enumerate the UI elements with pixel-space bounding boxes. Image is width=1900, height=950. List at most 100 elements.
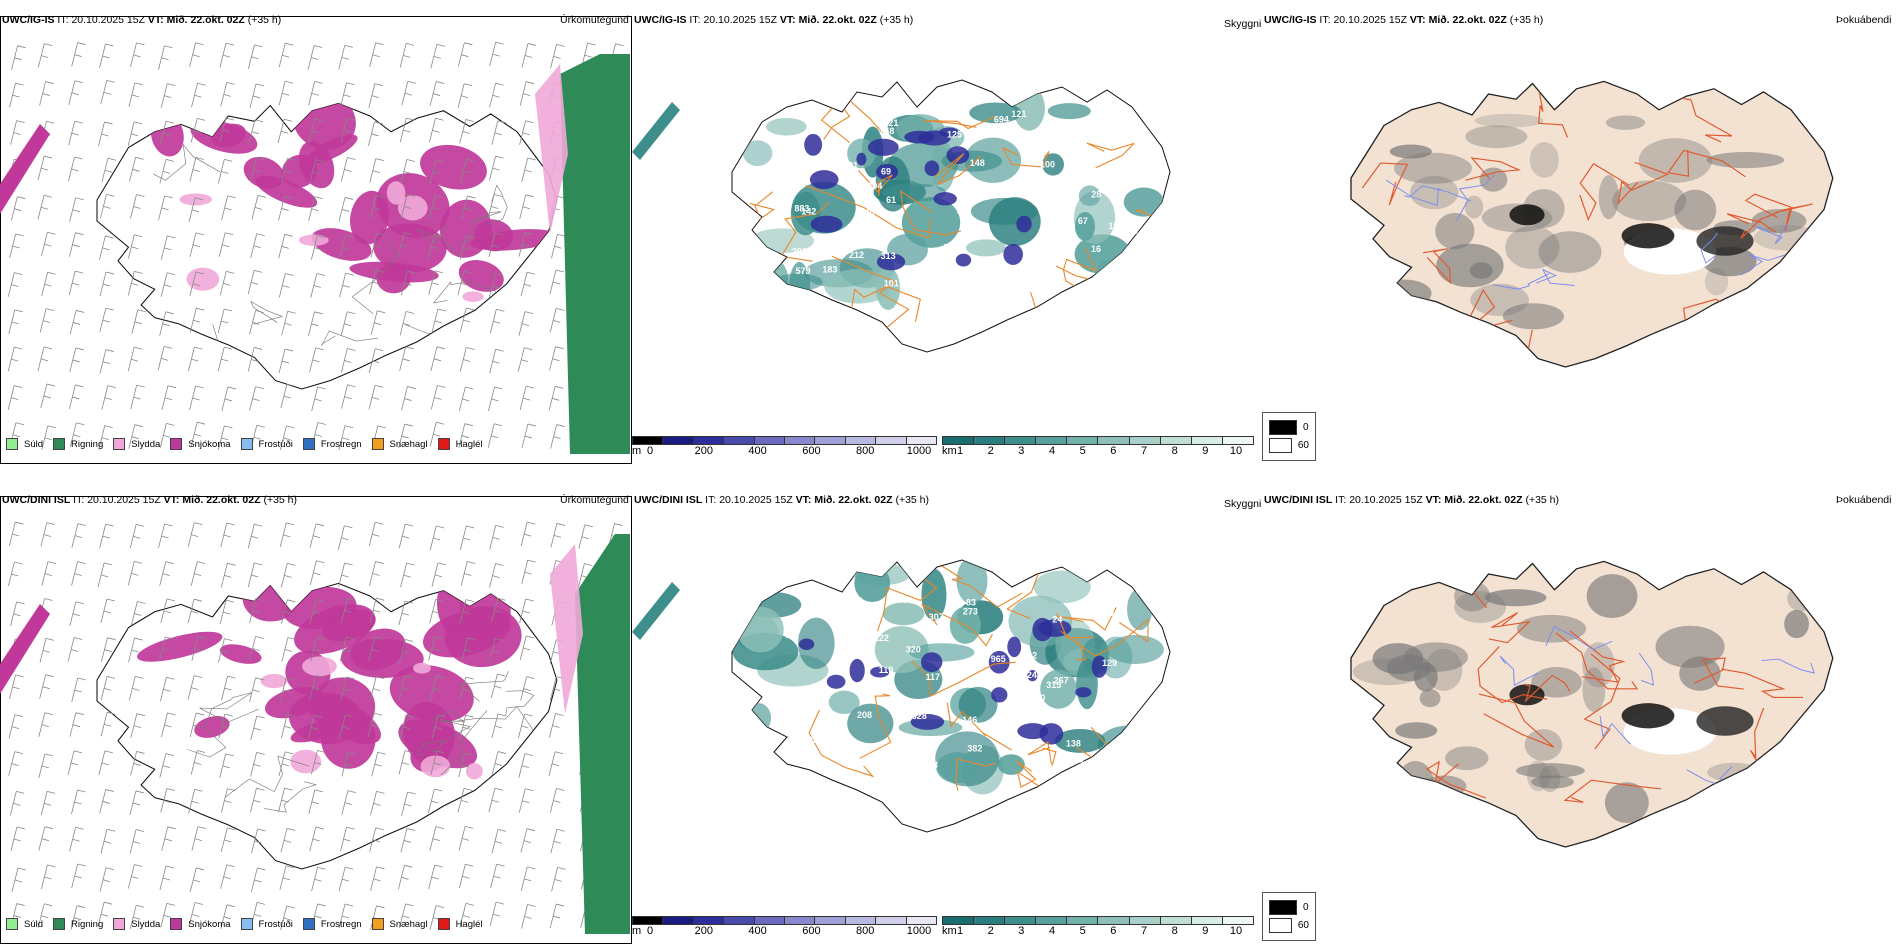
wind-barb [491, 120, 506, 145]
wind-barb [9, 790, 25, 816]
wind-barb [250, 787, 265, 813]
wind-barb [281, 637, 296, 662]
cloudbase-value-label: 67 [1078, 216, 1088, 226]
colorbar-tick-label: 7 [1140, 925, 1148, 937]
road-line [1001, 146, 1050, 168]
it-value: 20.10.2025 15Z [719, 494, 793, 506]
fog-legend-item: 60 [1269, 918, 1309, 933]
wind-barb [488, 386, 503, 412]
vt-value: Mið. 22.okt. 02Z [182, 494, 261, 506]
wind-barb [339, 272, 354, 298]
wind-barb [368, 637, 383, 662]
road-line [1617, 161, 1670, 206]
wind-barb [39, 308, 55, 333]
wind-barb [340, 157, 356, 182]
wind-barb [128, 637, 143, 663]
fog-patch [1371, 278, 1401, 320]
wind-barb [309, 599, 325, 624]
fog-legend-item: 0 [1269, 420, 1309, 435]
road-line [505, 690, 535, 716]
wind-barb [129, 790, 145, 816]
precip-map [0, 41, 630, 454]
snow-area [294, 604, 376, 655]
colorbar-tick-label: 200 [694, 925, 713, 937]
fog-patch [1753, 760, 1825, 792]
cloudbase-value-label: 528 [912, 711, 927, 721]
wind-barb [398, 750, 414, 775]
wind-barb [279, 522, 295, 548]
fog-patch [1529, 142, 1559, 178]
road-line [921, 603, 993, 647]
wind-barb [100, 79, 115, 105]
road-line [224, 755, 310, 798]
wind-barb [69, 310, 85, 335]
cloudbase-value-label: 219 [1038, 762, 1053, 772]
vt-label: VT: [163, 494, 180, 506]
snow-area [0, 124, 50, 214]
wind-barb [491, 713, 507, 739]
wind-barb [521, 157, 536, 183]
cloudbase-value-label: 337 [785, 630, 800, 640]
colorbar-tick-label: 9 [1202, 445, 1209, 457]
wind-barb [99, 789, 114, 814]
panel-header: UWC/DINI ISL IT: 20.10.2025 15Z VT: Mið.… [1264, 494, 1559, 506]
colorbar-tick-label: 10 [1229, 925, 1243, 937]
fog-patch [1516, 614, 1587, 643]
legend-label: Snjókoma [188, 918, 231, 930]
wind-barb [71, 42, 86, 67]
wind-barb [217, 159, 233, 184]
legend-label: Slydda [131, 438, 161, 450]
wind-barb [398, 423, 413, 449]
cloudbase-area [876, 163, 899, 181]
wind-barb [368, 348, 384, 373]
road-line [416, 740, 447, 757]
legend-label: Haglél [455, 438, 483, 450]
wind-barb [431, 562, 447, 587]
legend-label: Frostregn [320, 918, 362, 930]
wind-barb [160, 902, 175, 928]
cloudbase-area [910, 714, 945, 730]
wind-barb [487, 194, 503, 219]
wind-barb [308, 80, 323, 106]
legend-swatch [6, 438, 18, 450]
colorbar-segment [784, 916, 815, 925]
wind-barb [519, 120, 534, 145]
wind-barb [310, 235, 326, 260]
wind-barb [158, 45, 173, 70]
wind-barb [37, 43, 53, 68]
colorbar-segment [1097, 436, 1129, 445]
model-name: UWC/IG-IS [2, 14, 55, 26]
road-line [1555, 632, 1639, 690]
wind-barb [521, 559, 536, 585]
wind-barb [127, 560, 143, 586]
legend-item: Rigning [53, 438, 103, 450]
fog-patch [1531, 775, 1574, 789]
road-line [456, 211, 502, 245]
wind-barb [370, 866, 385, 891]
wind-barb [370, 791, 385, 816]
river-line [1385, 179, 1442, 206]
wind-barb [549, 269, 565, 295]
lead-time: (+35 h) [263, 494, 298, 506]
legend-swatch [437, 918, 450, 930]
legend-label: Súld [24, 438, 44, 450]
wind-barb [159, 865, 175, 891]
panel-title: Þokuábendi [1836, 494, 1892, 506]
wind-barb [340, 311, 356, 336]
river-line [1492, 273, 1550, 290]
wind-barb [518, 713, 533, 739]
it-value: 20.10.2025 15Z [1333, 14, 1407, 26]
cloudbase-value-label: 203 [803, 735, 818, 745]
panel-frame [0, 16, 632, 464]
cloudbase-value-label: 77 [1055, 251, 1065, 261]
fog-patch [1352, 658, 1424, 686]
visibility-area [1040, 669, 1077, 709]
fog-legend-item: 60 [1269, 438, 1309, 453]
colorbar-tick-label: 8 [1171, 445, 1178, 457]
wind-barb [101, 157, 117, 183]
wind-barb [10, 826, 26, 852]
vt-value: Mið. 22.okt. 02Z [1444, 494, 1523, 506]
wind-barb [99, 349, 115, 374]
wind-barb [99, 271, 115, 297]
wind-barb [37, 346, 53, 371]
